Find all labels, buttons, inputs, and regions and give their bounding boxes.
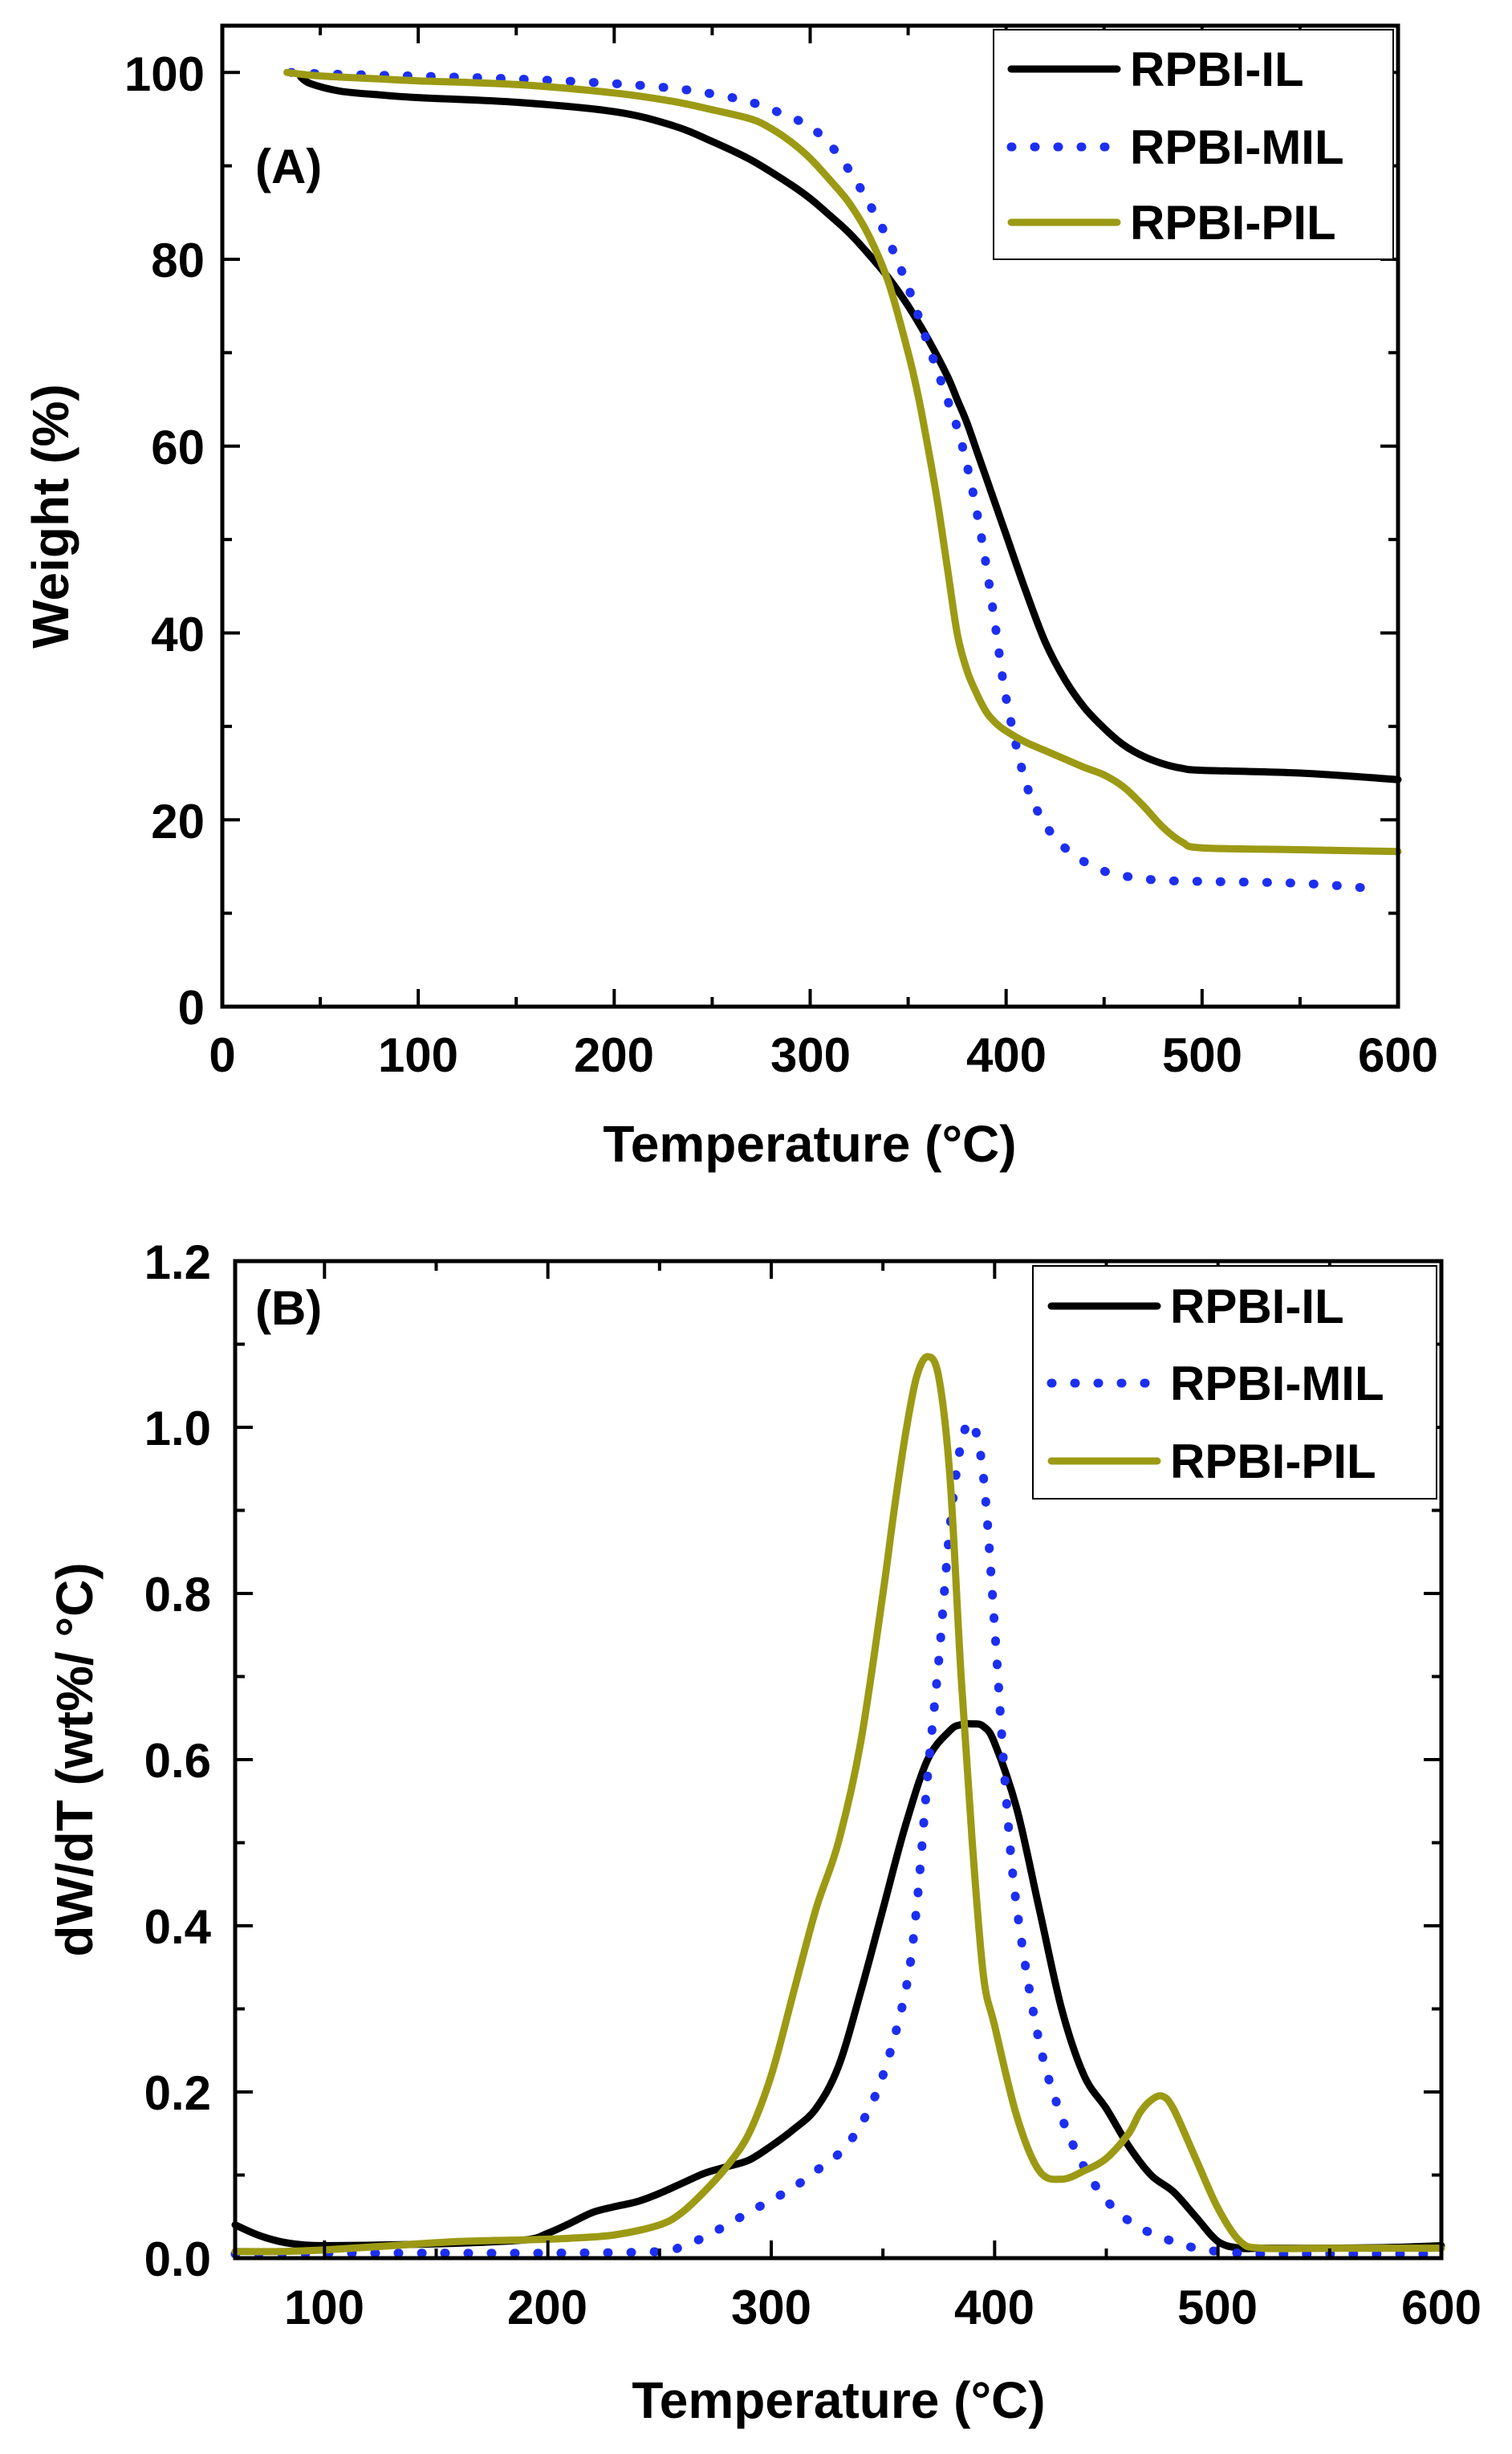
panel-b-legend-label: RPBI-PIL xyxy=(1170,1435,1376,1488)
panel-b-x-tick-label: 200 xyxy=(507,2281,587,2334)
panel-b-y-axis-title: dW/dT (wt%/ °C) xyxy=(46,1562,104,1956)
panel-b-x-tick-label: 500 xyxy=(1177,2281,1258,2334)
panel-a-y-tick-label: 20 xyxy=(151,795,205,849)
panel-a-x-tick-label: 200 xyxy=(574,1028,654,1082)
panel-a-legend: RPBI-IL RPBI-MIL RPBI-PIL xyxy=(993,29,1394,260)
panel-b-x-tick-label: 300 xyxy=(731,2281,811,2334)
panel-a-x-tick-label: 400 xyxy=(966,1028,1047,1082)
panel-a-y-tick-label: 80 xyxy=(151,234,205,287)
panel-a-data-lines xyxy=(283,67,1402,893)
panel-b-y-tick-label: 1.2 xyxy=(144,1235,211,1289)
panel-a-y-tick-label: 60 xyxy=(151,421,205,474)
panel-a-legend-label: RPBI-MIL xyxy=(1130,120,1344,174)
panel-b-y-tick-label: 0.2 xyxy=(144,2066,211,2120)
panel-a-label: (A) xyxy=(255,140,322,193)
panel-b-y-tick-label: 0.4 xyxy=(144,1900,212,1954)
panel-b-y-tick-label: 1.0 xyxy=(144,1402,211,1455)
panel-b-x-tick-label: 400 xyxy=(954,2281,1034,2334)
panel-a-y-tick-label: 100 xyxy=(124,47,205,101)
series-line-rpbi-mil xyxy=(230,1417,1446,2259)
series-line-rpbi-il xyxy=(297,73,1402,783)
panel-a-y-tick-label: 0 xyxy=(178,981,205,1035)
panel-b-x-tick-label: 100 xyxy=(284,2281,364,2334)
series-line-rpbi-pil xyxy=(231,1353,1445,2256)
panel-a-x-tick-label: 0 xyxy=(209,1028,235,1082)
panel-a-y-axis-title: Weight (%) xyxy=(22,384,79,648)
panel-a-legend-label: RPBI-PIL xyxy=(1130,196,1336,250)
panel-b-y-tick-label: 0.0 xyxy=(144,2232,211,2286)
panel-b-label: (B) xyxy=(255,1281,322,1335)
panel-a-x-tick-label: 500 xyxy=(1162,1028,1242,1082)
panel-a-x-axis-title: Temperature (°C) xyxy=(603,1115,1016,1173)
panel-a-x-tick-label: 300 xyxy=(770,1028,851,1082)
panel-b-legend-label: RPBI-MIL xyxy=(1170,1357,1384,1410)
panel-b-y-tick-label: 0.6 xyxy=(144,1734,211,1788)
panel-a-y-tick-label: 40 xyxy=(151,608,205,661)
panel-b-legend: RPBI-IL RPBI-MIL RPBI-PIL xyxy=(1032,1265,1437,1500)
panel-b-data-lines xyxy=(230,1353,1446,2259)
panel-b-legend-label: RPBI-IL xyxy=(1170,1280,1344,1333)
panel-a-x-tick-label: 100 xyxy=(378,1028,458,1082)
panel-a-weight-chart: 0 100 200 300 400 500 600 0 20 40 60 80 … xyxy=(22,23,1438,1173)
panel-b-derivative-chart: 100 200 300 400 500 600 0.0 0.2 0.4 0.6 … xyxy=(46,1235,1482,2429)
panel-b-y-tick-label: 0.8 xyxy=(144,1568,211,1622)
panel-a-x-tick-label: 600 xyxy=(1358,1028,1438,1082)
panel-b-x-axis-title: Temperature (°C) xyxy=(632,2371,1045,2429)
panel-a-legend-label: RPBI-IL xyxy=(1130,43,1304,96)
panel-b-x-tick-label: 600 xyxy=(1401,2281,1482,2334)
series-line-rpbi-pil xyxy=(283,68,1402,856)
